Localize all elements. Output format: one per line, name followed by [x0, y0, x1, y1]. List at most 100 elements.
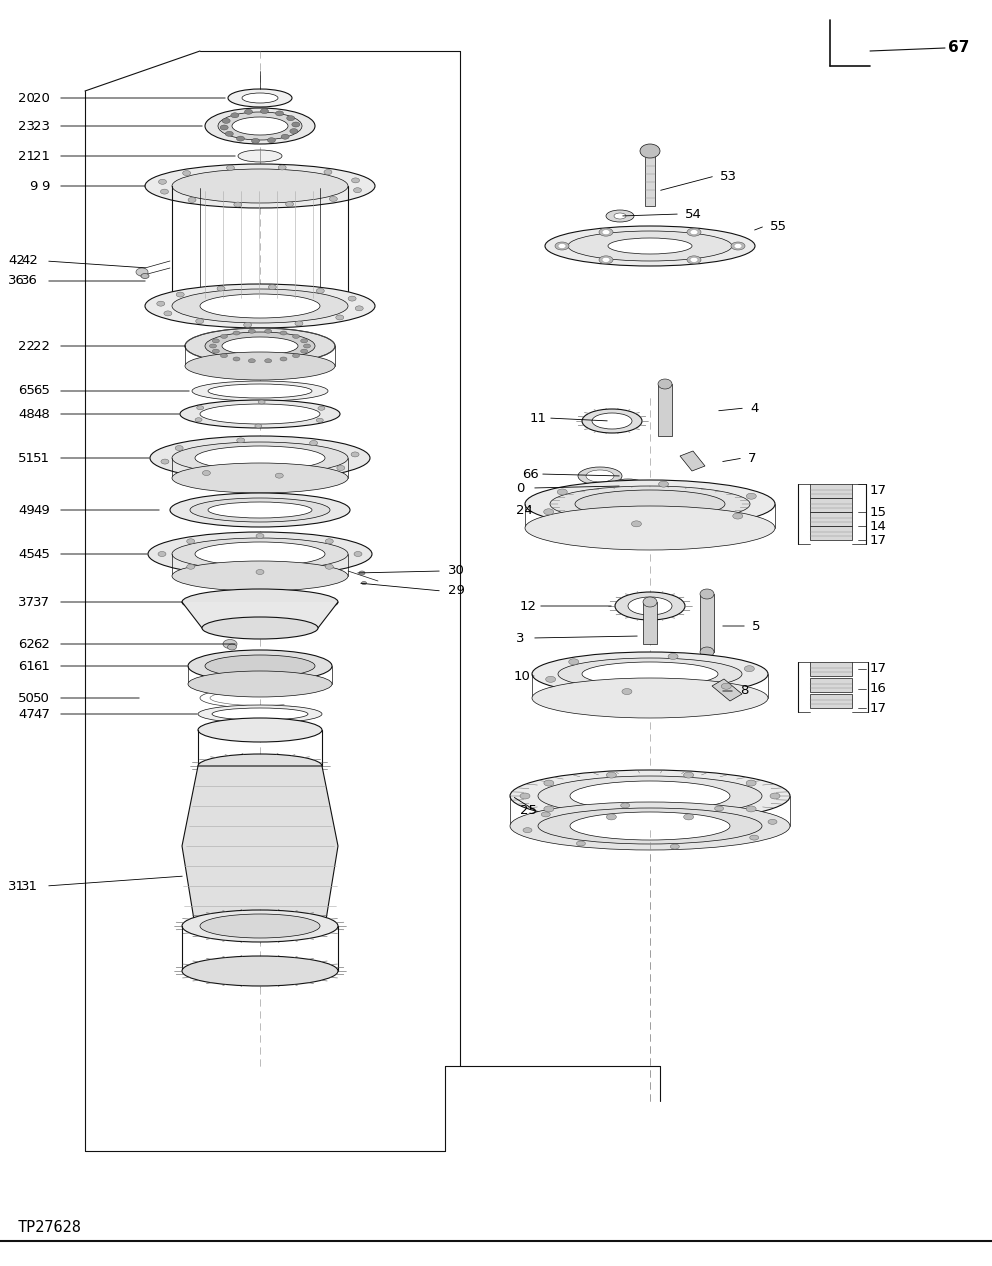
- Text: 42: 42: [8, 254, 25, 267]
- Ellipse shape: [721, 684, 731, 689]
- Text: 22: 22: [18, 339, 35, 352]
- Ellipse shape: [228, 89, 292, 108]
- Ellipse shape: [172, 289, 348, 323]
- Ellipse shape: [222, 337, 298, 354]
- Text: 47: 47: [18, 708, 35, 720]
- Ellipse shape: [202, 617, 318, 639]
- Ellipse shape: [292, 122, 300, 127]
- Ellipse shape: [164, 311, 172, 316]
- Ellipse shape: [544, 509, 554, 515]
- Ellipse shape: [622, 689, 632, 695]
- Text: 14: 14: [870, 519, 887, 533]
- Ellipse shape: [209, 344, 216, 348]
- Ellipse shape: [690, 257, 698, 262]
- Ellipse shape: [324, 170, 332, 175]
- Ellipse shape: [200, 404, 320, 424]
- Ellipse shape: [568, 658, 578, 665]
- Ellipse shape: [293, 334, 300, 338]
- Text: 66: 66: [522, 467, 539, 481]
- Ellipse shape: [532, 679, 768, 718]
- Text: 0: 0: [516, 481, 525, 495]
- Text: 5: 5: [752, 619, 761, 633]
- Text: 10: 10: [514, 670, 531, 682]
- Ellipse shape: [293, 353, 300, 357]
- Ellipse shape: [195, 446, 325, 470]
- Ellipse shape: [236, 137, 244, 141]
- Text: 30: 30: [448, 565, 465, 577]
- Ellipse shape: [525, 506, 775, 549]
- Ellipse shape: [746, 780, 756, 786]
- Bar: [810, 498, 852, 511]
- Ellipse shape: [668, 653, 679, 660]
- Ellipse shape: [586, 470, 614, 482]
- Ellipse shape: [161, 189, 169, 194]
- Ellipse shape: [731, 242, 745, 249]
- Ellipse shape: [252, 138, 260, 143]
- Ellipse shape: [658, 379, 672, 389]
- Ellipse shape: [599, 228, 613, 237]
- Ellipse shape: [276, 111, 284, 116]
- Ellipse shape: [621, 803, 630, 808]
- Ellipse shape: [200, 914, 320, 938]
- Ellipse shape: [578, 467, 622, 485]
- Ellipse shape: [750, 836, 759, 841]
- Ellipse shape: [316, 289, 324, 294]
- Text: 42: 42: [21, 254, 38, 267]
- Text: 61: 61: [33, 660, 50, 672]
- Ellipse shape: [532, 652, 768, 696]
- Text: 31: 31: [21, 880, 38, 893]
- Ellipse shape: [158, 552, 166, 557]
- Ellipse shape: [558, 658, 742, 690]
- Ellipse shape: [280, 330, 287, 335]
- Text: 49: 49: [34, 504, 50, 517]
- Text: 15: 15: [870, 505, 887, 519]
- Ellipse shape: [185, 352, 335, 380]
- Ellipse shape: [558, 243, 566, 248]
- Ellipse shape: [359, 571, 365, 575]
- Ellipse shape: [265, 358, 272, 363]
- Ellipse shape: [290, 129, 298, 134]
- Text: 62: 62: [18, 638, 35, 651]
- Ellipse shape: [205, 655, 315, 677]
- Ellipse shape: [700, 647, 714, 657]
- Ellipse shape: [192, 381, 328, 401]
- Ellipse shape: [671, 844, 680, 849]
- Ellipse shape: [244, 323, 252, 328]
- Ellipse shape: [520, 793, 530, 799]
- Ellipse shape: [700, 589, 714, 599]
- Ellipse shape: [195, 542, 325, 566]
- Bar: [810, 679, 852, 693]
- Ellipse shape: [256, 570, 264, 575]
- Text: 20: 20: [18, 91, 35, 105]
- Ellipse shape: [643, 598, 657, 606]
- Bar: [645, 151, 655, 206]
- Ellipse shape: [523, 828, 532, 833]
- Text: 11: 11: [530, 411, 547, 424]
- Ellipse shape: [544, 806, 554, 812]
- Ellipse shape: [632, 520, 642, 527]
- Ellipse shape: [202, 471, 210, 476]
- Ellipse shape: [714, 806, 723, 812]
- Ellipse shape: [157, 301, 165, 306]
- Ellipse shape: [545, 227, 755, 266]
- Text: 37: 37: [33, 595, 50, 609]
- Ellipse shape: [280, 357, 287, 361]
- Ellipse shape: [183, 171, 190, 176]
- Ellipse shape: [355, 306, 363, 311]
- Ellipse shape: [225, 132, 233, 137]
- Ellipse shape: [205, 332, 315, 360]
- Polygon shape: [182, 766, 338, 925]
- Ellipse shape: [244, 109, 253, 114]
- Bar: [700, 594, 714, 652]
- Ellipse shape: [150, 436, 370, 480]
- Ellipse shape: [242, 92, 278, 103]
- Ellipse shape: [354, 552, 362, 557]
- Ellipse shape: [186, 565, 194, 570]
- Bar: [658, 384, 672, 436]
- Ellipse shape: [200, 294, 320, 318]
- Ellipse shape: [510, 770, 790, 822]
- Ellipse shape: [256, 533, 264, 538]
- Ellipse shape: [195, 319, 203, 324]
- Bar: [810, 484, 852, 498]
- Ellipse shape: [683, 772, 693, 779]
